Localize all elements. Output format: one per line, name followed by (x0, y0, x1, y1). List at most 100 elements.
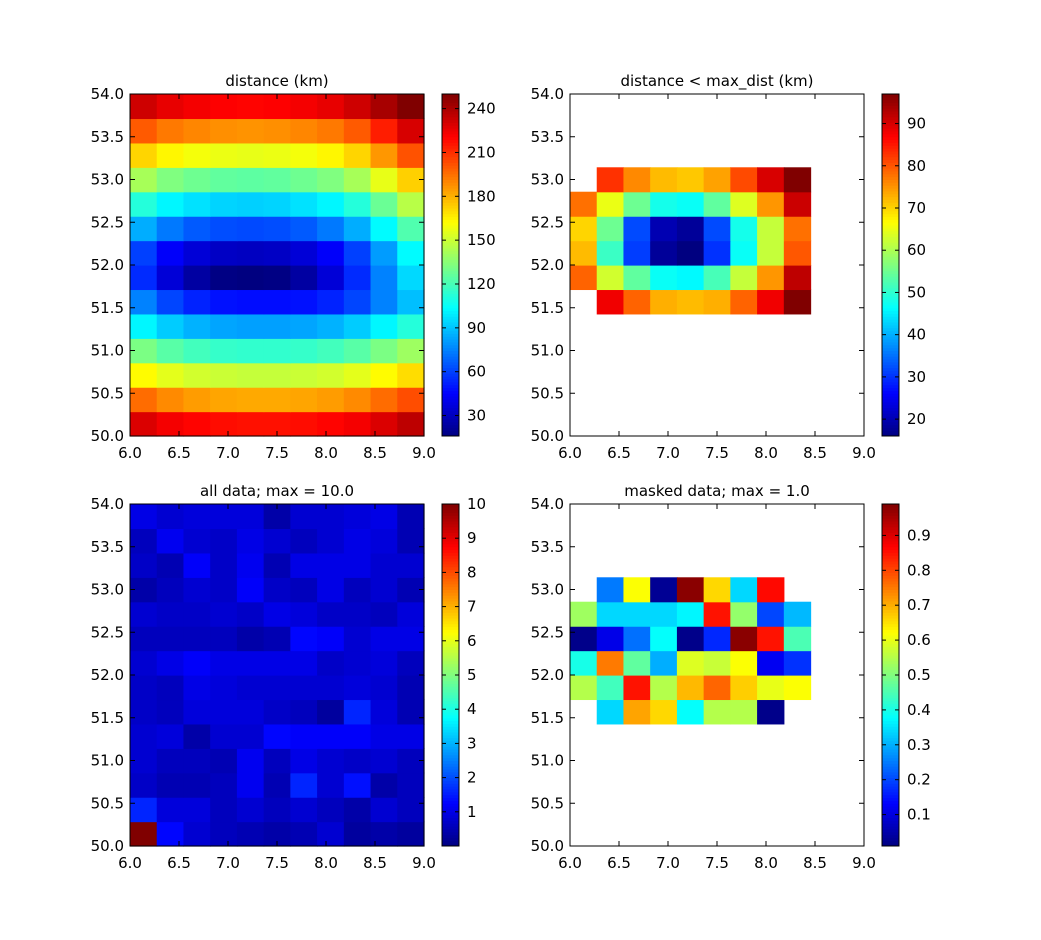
heatmap-cell (650, 650, 678, 676)
colorbar-segment (882, 376, 899, 380)
heatmap-cell (263, 265, 291, 291)
colorbar-segment (442, 239, 459, 243)
colorbar-tick-label: 6 (467, 632, 477, 650)
heatmap-cell (650, 240, 678, 266)
heatmap-cell (183, 797, 211, 823)
heatmap-cell (343, 167, 372, 193)
heatmap-cell (317, 577, 345, 603)
heatmap-cell (757, 289, 785, 315)
colorbar-segment (882, 111, 899, 115)
heatmap-cell (703, 601, 731, 627)
heatmap-cell (210, 772, 238, 798)
colorbar-segment (882, 817, 899, 821)
colorbar-segment (442, 347, 459, 351)
colorbar-segment (442, 794, 459, 799)
heatmap-cell (757, 240, 785, 266)
heatmap-cell (290, 601, 318, 627)
colorbar-segment (882, 179, 899, 183)
colorbar-segment (882, 139, 899, 143)
colorbar-segment (882, 265, 899, 269)
colorbar-segment (442, 808, 459, 813)
heatmap-cell (290, 748, 318, 774)
colorbar-segment (882, 219, 899, 223)
heatmap-cell (343, 216, 372, 242)
colorbar-segment (442, 771, 459, 776)
heatmap-cell (343, 772, 372, 798)
colorbar-segment (882, 116, 899, 121)
colorbar-tick-label: 0.1 (907, 806, 931, 824)
heatmap-cell (236, 313, 265, 339)
heatmap-cell (730, 577, 758, 603)
colorbar-segment (882, 262, 899, 266)
heatmap-cell (263, 601, 291, 627)
y-tick-label: 52.0 (531, 666, 564, 684)
colorbar-segment (882, 749, 899, 753)
colorbar-segment (882, 774, 899, 779)
colorbar-segment (442, 270, 459, 275)
colorbar-tick-label: 10 (467, 495, 486, 513)
heatmap-cell (130, 265, 158, 291)
colorbar-segment (882, 831, 899, 836)
colorbar-segment (882, 142, 899, 146)
heatmap-cell (343, 650, 372, 676)
heatmap-cell (236, 650, 265, 676)
colorbar-segment (882, 740, 899, 744)
colorbar-frame (441, 93, 460, 437)
colorbar-segment (442, 421, 459, 426)
colorbar-segment (882, 828, 899, 833)
heatmap-cell (130, 191, 158, 217)
colorbar-segment (882, 555, 899, 559)
heatmap-cell (783, 240, 812, 266)
colorbar-segment (882, 669, 899, 673)
heatmap-cell (130, 601, 158, 627)
heatmap-cell (130, 772, 158, 798)
heatmap-cell (156, 772, 185, 798)
heatmap-cell (397, 313, 425, 339)
heatmap-cell (130, 675, 158, 701)
heatmap-cell (183, 675, 211, 701)
colorbar-segment (442, 806, 459, 810)
heatmap-cell (236, 821, 265, 847)
heatmap-cell (236, 577, 265, 603)
colorbar-segment (442, 384, 459, 389)
colorbar-segment (442, 746, 459, 750)
colorbar-tick-label: 0.6 (907, 631, 931, 649)
heatmap-cell (156, 313, 185, 339)
heatmap-cell (183, 650, 211, 676)
heatmap-cell (290, 626, 318, 652)
heatmap-cell (317, 552, 345, 578)
heatmap-cell (156, 216, 185, 242)
heatmap-cell (263, 748, 291, 774)
y-tick-label: 51.0 (531, 752, 564, 770)
colorbar-segment (882, 689, 899, 693)
colorbar-segment (882, 734, 899, 739)
colorbar-segment (882, 677, 899, 682)
colorbar-segment (882, 105, 899, 109)
colorbar-tick-label: 90 (907, 115, 926, 133)
x-tick-label: 6.0 (558, 444, 582, 462)
colorbar-segment (882, 302, 899, 306)
y-tick-label: 52.0 (91, 256, 124, 274)
colorbar-segment (882, 580, 899, 585)
colorbar-segment (882, 190, 899, 195)
heatmap-cell (290, 504, 318, 530)
colorbar-segment (442, 726, 459, 730)
heatmap-cell (570, 626, 598, 652)
heatmap-cell (290, 723, 318, 749)
heatmap-cell (290, 362, 318, 388)
heatmap-cell (397, 601, 425, 627)
heatmap-cell (263, 387, 291, 413)
colorbar-segment (882, 210, 899, 215)
heatmap-cell (263, 191, 291, 217)
heatmap-cell (343, 723, 372, 749)
colorbar-segment (882, 290, 899, 294)
heatmap-cell (290, 94, 318, 120)
heatmap-cell (290, 338, 318, 364)
colorbar-segment (442, 102, 459, 106)
colorbar-segment (882, 811, 899, 816)
heatmap-cell (596, 675, 625, 701)
colorbar-segment (442, 760, 459, 764)
colorbar-segment (442, 410, 459, 414)
colorbar-segment (442, 703, 459, 707)
